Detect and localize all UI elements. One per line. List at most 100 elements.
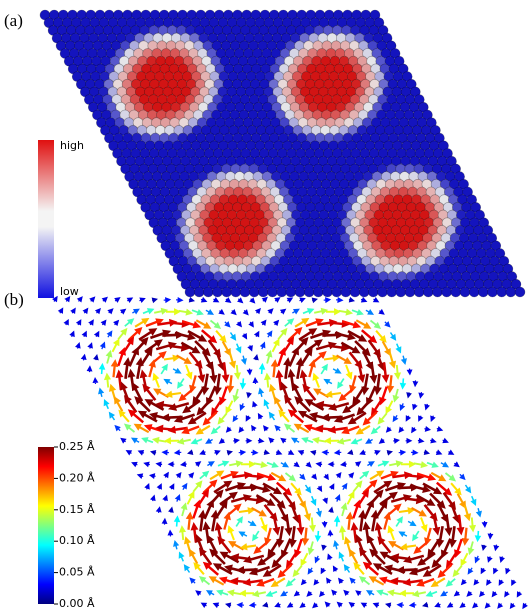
arrow [248,345,252,350]
arrow [270,413,275,420]
arrow [233,439,238,443]
arrow [258,439,263,443]
arrow [480,592,484,596]
atom [506,287,516,297]
arrow [181,462,186,466]
arrow [321,568,325,573]
arrow [460,474,465,479]
arrow [400,532,407,536]
arrow [224,363,228,381]
arrow [361,577,370,584]
colorbar [38,140,54,298]
arrow [264,450,269,454]
atom [213,287,223,297]
atom [286,287,296,297]
arrow [447,579,455,586]
arrow [401,462,414,466]
arrow [281,309,285,313]
arrow [212,362,216,381]
atom [249,287,259,297]
colorbar [38,447,54,604]
atom [258,287,268,297]
arrow [212,399,222,414]
arrow [188,450,193,454]
arrow [299,515,303,533]
arrow [340,527,344,540]
arrow [180,389,193,400]
colorbar-tick-label: 0.10 Å [59,534,95,547]
arrow [250,298,254,302]
arrow [227,401,233,413]
arrow [437,427,442,431]
atom [378,287,388,297]
arrow [390,353,395,367]
arrow [267,592,277,596]
arrow [329,508,333,513]
arrow [102,321,106,325]
arrow [158,484,162,489]
arrow [275,603,280,607]
atom [185,287,195,297]
arrow [263,298,267,302]
arrow [218,462,228,466]
arrow [341,462,346,466]
arrow [488,556,492,561]
arrow [163,496,167,501]
arrow [278,330,286,340]
arrow [517,592,521,597]
arrow [396,365,400,378]
arrow [425,404,429,409]
arrow [145,462,150,466]
arrow [353,482,361,492]
arrow [196,462,200,466]
arrow [314,309,326,313]
arrow [399,509,413,513]
arrow [244,310,248,314]
arrow [309,542,313,554]
arrow [227,428,231,432]
arrow [396,518,402,527]
arrow [177,355,190,362]
arrow [226,298,231,302]
colorbar-tick-label: 0.00 Å [59,597,95,610]
arrow [433,578,445,586]
arrow [186,365,191,378]
arrow [394,389,398,401]
atom [277,287,287,297]
arrow [311,518,315,531]
arrow [353,502,359,518]
arrow [261,343,265,349]
arrow [427,592,437,596]
arrow [406,416,410,421]
arrow [407,392,411,397]
atom [414,287,424,297]
arrow [157,508,161,513]
arrow [251,451,257,455]
arrow [322,545,326,550]
arrow [388,375,392,391]
atom [469,287,479,297]
arrow [356,462,360,466]
arrow [330,484,334,489]
atom [359,287,369,297]
arrow [441,463,448,467]
arrow [358,426,370,434]
arrow [176,298,182,302]
arrow [218,591,228,595]
arrow [349,298,354,302]
arrow [326,439,339,443]
arrow [127,451,132,455]
arrow [177,473,181,477]
arrow [336,298,342,302]
arrow [241,591,254,595]
arrow [471,518,475,531]
arrow [253,531,259,540]
arrow [324,475,328,480]
arrow [306,485,311,492]
arrow [401,378,405,388]
arrow [248,521,255,525]
atom [240,287,250,297]
arrow [305,341,321,352]
arrow [307,592,311,596]
arrow [219,539,230,553]
